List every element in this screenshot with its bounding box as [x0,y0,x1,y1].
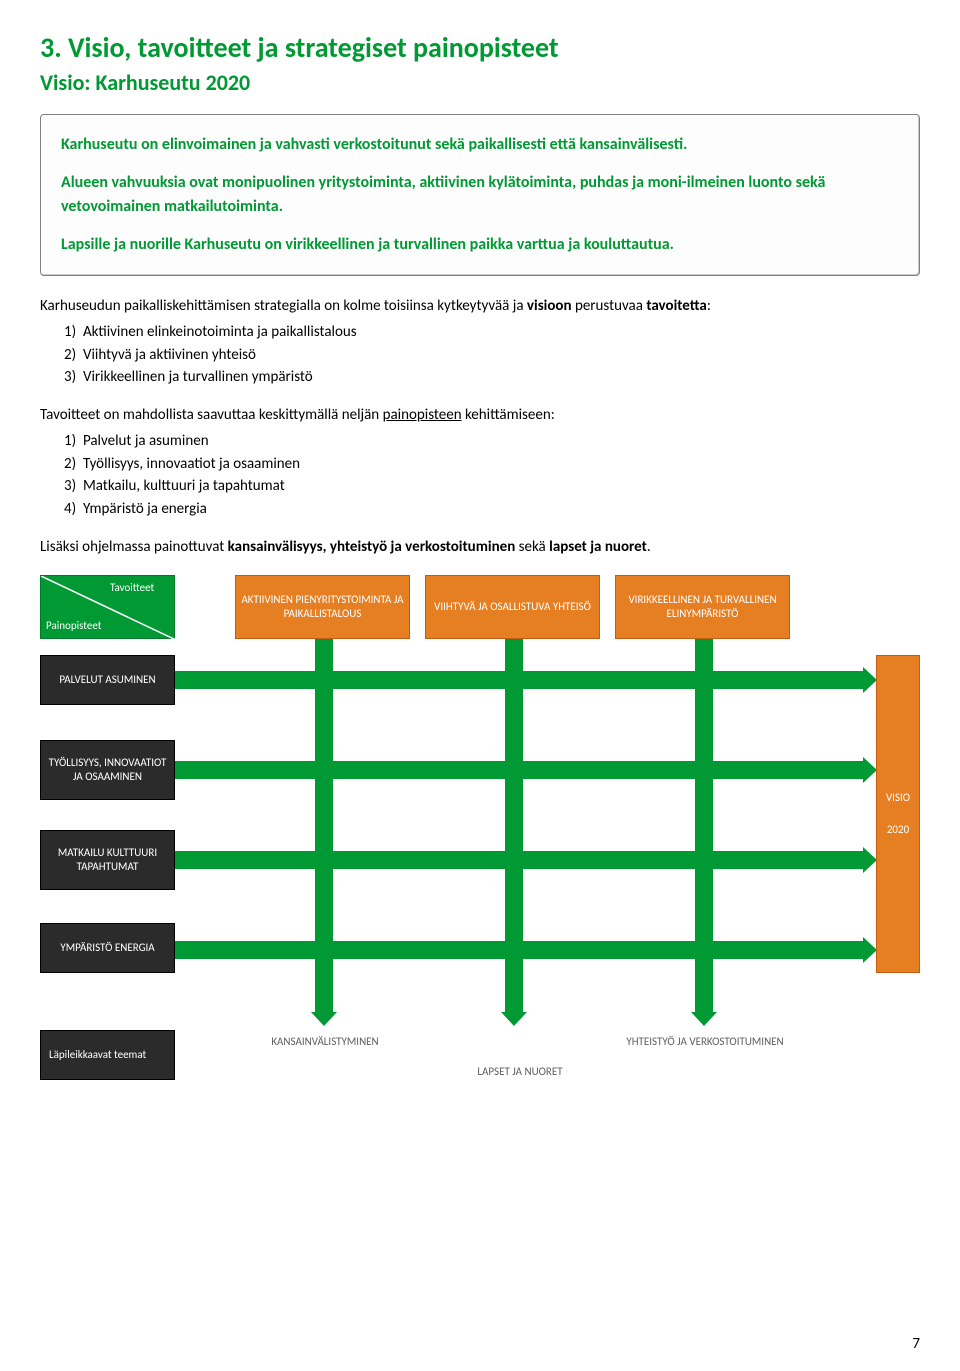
focus-list: Palvelut ja asuminen Työllisyys, innovaa… [40,431,920,521]
arrow-col-3 [695,637,713,1012]
vision-year: 2020 [887,823,909,836]
list-item: Palvelut ja asuminen [64,431,920,453]
vision-para-2: Alueen vahvuuksia ovat monipuolinen yrit… [61,171,899,219]
intro-3: Lisäksi ohjelmassa painottuvat kansainvä… [40,537,920,559]
vision-para-1: Karhuseutu on elinvoimainen ja vahvasti … [61,133,899,157]
vision-box-diagram: VISIO 2020 [876,655,920,973]
goal-box-2: VIIHTYVÄ JA OSALLISTUVA YHTEISÖ [425,575,600,639]
arrow-col-2 [505,637,523,1012]
section-subtitle: Visio: Karhuseutu 2020 [40,69,920,96]
page-number: 7 [912,1335,920,1353]
intro-1: Karhuseudun paikalliskehittämisen strate… [40,296,920,318]
vision-para-3: Lapsille ja nuorille Karhuseutu on virik… [61,233,899,257]
list-item: Työllisyys, innovaatiot ja osaaminen [64,454,920,476]
goal-box-1: AKTIIVINEN PIENYRITYSTOIMINTA JA PAIKALL… [235,575,410,639]
vision-label: VISIO [886,791,910,804]
goal-list: Aktiivinen elinkeinotoiminta ja paikalli… [40,322,920,389]
list-item: Ympäristö ja energia [64,499,920,521]
strategy-diagram: Tavoitteet Painopisteet AKTIIVINEN PIENY… [40,575,920,1105]
intro-2: Tavoitteet on mahdollista saavuttaa kesk… [40,405,920,427]
vision-box: Karhuseutu on elinvoimainen ja vahvasti … [40,114,920,276]
caption-kv: KANSAINVÄLISTYMINEN [260,1035,390,1048]
corner-label-top: Tavoitteet [110,581,154,594]
focus-box-2: TYÖLLISYYS, INNOVAATIOT JA OSAAMINEN [40,740,175,800]
focus-box-3: MATKAILU KULTTUURI TAPAHTUMAT [40,830,175,890]
list-item: Matkailu, kulttuuri ja tapahtumat [64,476,920,498]
list-item: Virikkeellinen ja turvallinen ympäristö [64,367,920,389]
corner-label-bottom: Painopisteet [46,619,101,632]
focus-box-1: PALVELUT ASUMINEN [40,655,175,705]
page-title: 3. Visio, tavoitteet ja strategiset pain… [40,30,920,65]
crosscut-label-box: Läpileikkaavat teemat [40,1030,175,1080]
caption-ln: LAPSET JA NUORET [450,1065,590,1078]
goal-box-3: VIRIKKEELLINEN JA TURVALLINEN ELINYMPÄRI… [615,575,790,639]
list-item: Aktiivinen elinkeinotoiminta ja paikalli… [64,322,920,344]
list-item: Viihtyvä ja aktiivinen yhteisö [64,345,920,367]
arrow-col-1 [315,637,333,1012]
focus-box-4: YMPÄRISTÖ ENERGIA [40,923,175,973]
caption-yv: YHTEISTYÖ JA VERKOSTOITUMINEN [595,1035,815,1048]
